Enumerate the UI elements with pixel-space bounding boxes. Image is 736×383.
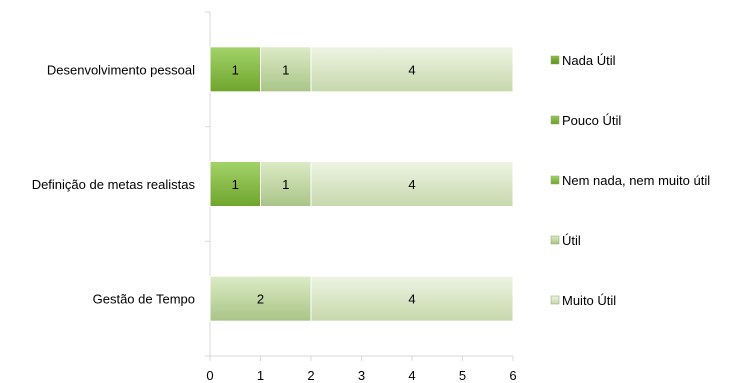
bar-segment xyxy=(310,275,514,322)
legend-label: Pouco Útil xyxy=(562,113,621,128)
x-tick-label: 5 xyxy=(459,368,466,383)
legend: Nada Útil Pouco Útil Nem nada, nem muito ú… xyxy=(550,53,710,308)
x-tick-label: 6 xyxy=(509,368,516,383)
x-tick-label: 0 xyxy=(206,368,213,383)
data-label: 4 xyxy=(408,177,415,192)
x-tick-label: 4 xyxy=(408,368,415,383)
bar-segment xyxy=(260,161,312,207)
legend-label: Muito Útil xyxy=(562,293,616,308)
legend-swatch xyxy=(550,235,560,245)
bar-segment xyxy=(209,46,261,93)
legend-swatch xyxy=(550,115,560,125)
legend-label: Útil xyxy=(562,233,581,248)
data-label: 1 xyxy=(232,62,239,77)
data-label: 1 xyxy=(282,62,289,77)
category-label: Definição de metas realistas xyxy=(32,177,196,192)
bar-segment xyxy=(310,161,514,207)
data-label: 4 xyxy=(408,292,415,307)
data-label: 1 xyxy=(232,177,239,192)
category-label: Gestão de Tempo xyxy=(93,292,195,307)
legend-swatch xyxy=(550,55,560,65)
data-label: 4 xyxy=(408,62,415,77)
bar-segment xyxy=(209,161,261,207)
legend-swatch xyxy=(550,175,560,185)
x-tick-label: 3 xyxy=(358,368,365,383)
legend-label: Nem nada, nem muito útil xyxy=(562,173,710,188)
bar-segment xyxy=(310,46,514,93)
category-label: Desenvolvimento pessoal xyxy=(47,62,195,77)
legend-label: Nada Útil xyxy=(562,53,616,68)
data-label: 1 xyxy=(282,177,289,192)
legend-swatch xyxy=(550,295,560,305)
x-tick-label: 1 xyxy=(257,368,264,383)
x-tick-label: 2 xyxy=(307,368,314,383)
data-label: 2 xyxy=(257,292,264,307)
labels: 1 1 4 Desenvolvimento pessoal 1 1 4 Definição d… xyxy=(32,62,416,306)
bars xyxy=(209,46,514,322)
